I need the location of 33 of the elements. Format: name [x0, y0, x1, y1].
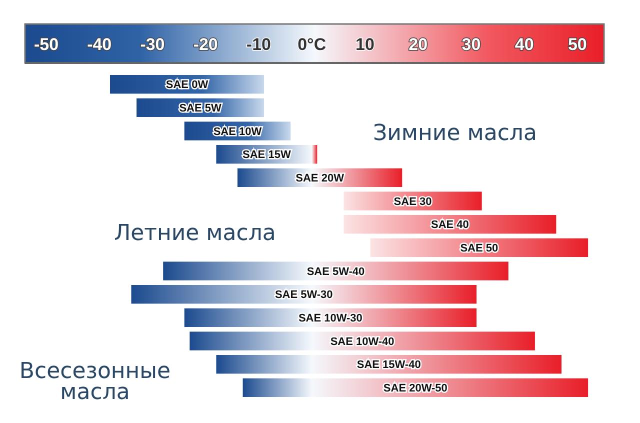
y-tick-label: SAE 30 — [394, 196, 432, 208]
y-tick-label: SAE 5W-40 — [306, 266, 365, 278]
annotation: Всесезонные масла — [19, 359, 171, 405]
y-tick-label: SAE 10W-30 — [298, 312, 362, 325]
y-tick-label: SAE 20W — [296, 172, 345, 185]
x-tick-label: 20 — [408, 34, 428, 54]
x-tick-label: 50 — [568, 34, 587, 54]
x-tick-label: -40 — [87, 34, 112, 54]
bar — [163, 262, 508, 280]
y-tick-label: SAE 0W — [166, 79, 209, 92]
x-tick-label: 10 — [356, 34, 374, 54]
y-tick-label: SAE 15W — [242, 149, 292, 162]
y-tick-label: SAE 10W-40 — [330, 336, 394, 348]
x-tick-label: -30 — [140, 34, 165, 54]
annotation: Зимние масла — [373, 121, 537, 146]
bar — [131, 285, 477, 304]
y-tick-label: SAE 15W-40 — [356, 359, 421, 372]
x-tick-label: 40 — [514, 34, 534, 54]
x-tick-label: -50 — [34, 34, 59, 54]
y-tick-label: SAE 5W — [179, 102, 222, 115]
y-tick-label: SAE 5W-30 — [274, 289, 333, 302]
x-tick-label: 0°C — [298, 34, 326, 54]
y-tick-label: SAE 20W-50 — [383, 382, 448, 395]
bar — [344, 215, 556, 234]
x-tick-label: -10 — [246, 34, 272, 54]
annotation: Летние масла — [114, 221, 276, 246]
x-tick-label: 30 — [462, 34, 481, 54]
x-tick-label: -20 — [193, 34, 218, 54]
bar — [370, 238, 588, 257]
y-tick-label: SAE 10W — [213, 126, 262, 138]
y-tick-label: SAE 50 — [460, 242, 498, 255]
y-tick-label: SAE 40 — [430, 219, 469, 232]
bar — [190, 332, 535, 350]
